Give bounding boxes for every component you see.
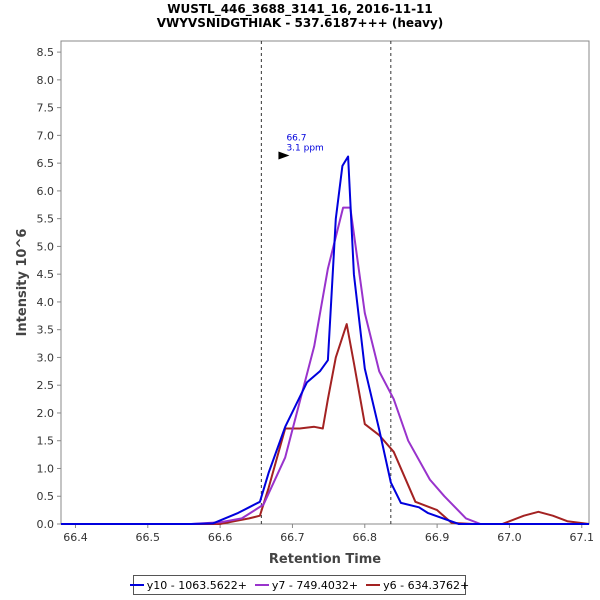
legend-item-y7: y7 - 749.4032+	[254, 578, 359, 592]
peak-marker	[278, 151, 290, 160]
legend-item-y6: y6 - 634.3762+	[366, 579, 469, 592]
x-axis-label: Retention Time	[269, 552, 381, 567]
chart-legend: y10 - 1063.5622+ y7 - 749.4032+ y6 - 634…	[129, 575, 469, 595]
y-tick-label: 6.0	[37, 185, 55, 198]
chromatogram-chart: 0.0 0.5 1.0 1.5 2.0 2.5 3.0 3.5 4.0 4.5 5.0 5.5 6.0 6…	[15, 40, 595, 567]
y-tick-label: 0.0	[37, 518, 55, 531]
y-tick-label: 1.0	[37, 462, 55, 475]
y-tick-label: 7.5	[37, 102, 55, 115]
y-tick-label: 5.5	[37, 213, 55, 226]
legend-swatch-y10	[129, 584, 144, 586]
y-tick-label: 2.5	[37, 379, 55, 392]
legend-label-y10: y10 - 1063.5622+	[146, 578, 247, 592]
series-line	[61, 323, 590, 525]
y-tick-label: 8.5	[37, 46, 55, 59]
y-tick-label: 6.5	[37, 157, 55, 170]
y-tick-label: 8.0	[37, 74, 55, 87]
y-tick-label: 2.0	[37, 407, 55, 420]
legend-label-y7: y7 - 749.4032+	[271, 578, 359, 592]
x-tick-label: 67.1	[570, 531, 595, 544]
x-tick-label: 67.0	[497, 531, 522, 544]
y-tick-label: 0.5	[37, 490, 55, 503]
x-tick-label: 66.7	[280, 531, 305, 544]
y-tick-label: 4.0	[37, 296, 55, 309]
legend-label-y6: y6 - 634.3762+	[383, 578, 470, 592]
y-tick-label: 7.0	[37, 129, 55, 142]
series-line	[61, 155, 589, 525]
y-tick-label: 5.0	[37, 240, 55, 253]
legend-item-y10: y10 - 1063.5622+	[129, 578, 247, 592]
legend-swatch-y6	[366, 584, 381, 586]
chart-title: WUSTL_446_3688_3141_16, 2016-11-11	[167, 2, 433, 16]
x-tick-label: 66.9	[425, 531, 450, 544]
y-tick-label: 4.5	[37, 268, 55, 281]
y-axis-label: Intensity 10^6	[15, 229, 30, 337]
x-tick-label: 66.8	[353, 531, 378, 544]
peak-annotation-ppm: 3.1 ppm	[286, 143, 323, 153]
chart-subtitle: VWYVSNIDGTHIAK - 537.6187+++ (heavy)	[156, 16, 444, 30]
x-tick-label: 66.6	[208, 531, 233, 544]
y-tick-label: 1.5	[37, 435, 55, 448]
plot-area	[60, 40, 590, 525]
peak-annotation-label: 66.7	[286, 133, 306, 143]
legend-swatch-y7	[254, 584, 269, 586]
x-tick-label: 66.5	[136, 531, 161, 544]
x-tick-label: 66.4	[63, 531, 88, 544]
y-tick-label: 3.0	[37, 351, 55, 364]
y-tick-label: 3.5	[37, 324, 55, 337]
